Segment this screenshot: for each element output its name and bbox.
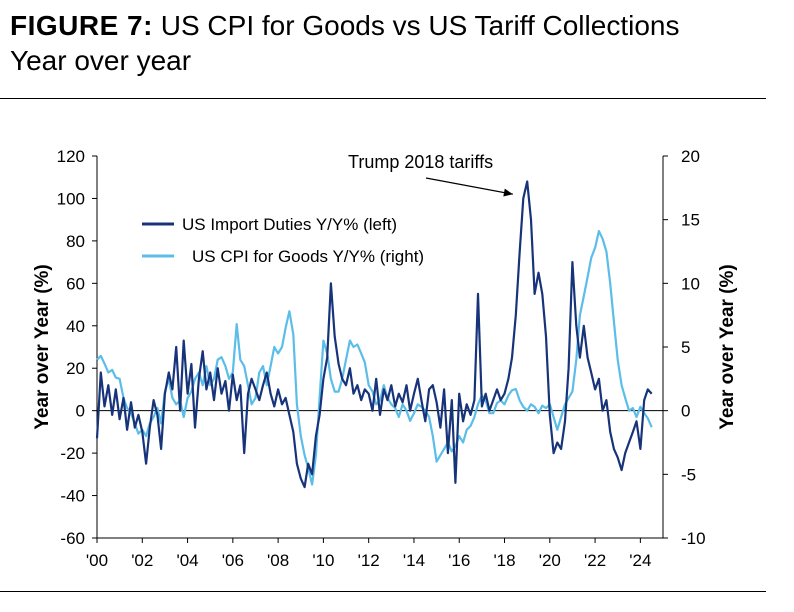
x-tick-label: '04 bbox=[176, 551, 198, 570]
figure-label: FIGURE 7: bbox=[10, 10, 153, 41]
y-axis-left-title: Year over Year (%) bbox=[32, 264, 53, 429]
left-tick-label: 100 bbox=[57, 189, 85, 208]
x-tick-label: '08 bbox=[267, 551, 289, 570]
x-tick-label: '14 bbox=[403, 551, 425, 570]
left-tick-label: 20 bbox=[66, 359, 85, 378]
left-tick-label: -60 bbox=[60, 529, 85, 548]
left-tick-label: 60 bbox=[66, 274, 85, 293]
figure-title-block: FIGURE 7: US CPI for Goods vs US Tariff … bbox=[10, 8, 790, 78]
right-tick-label: -10 bbox=[681, 529, 706, 548]
annotation-label: Trump 2018 tariffs bbox=[348, 152, 493, 172]
x-tick-label: '18 bbox=[493, 551, 515, 570]
legend-label: US Import Duties Y/Y% (left) bbox=[182, 215, 397, 234]
figure-title: FIGURE 7: US CPI for Goods vs US Tariff … bbox=[10, 8, 790, 44]
x-tick-label: '16 bbox=[448, 551, 470, 570]
left-tick-label: 80 bbox=[66, 232, 85, 251]
x-tick-label: '10 bbox=[312, 551, 334, 570]
y-axis-right-title: Year over Year (%) bbox=[717, 264, 738, 429]
x-tick-label: '24 bbox=[629, 551, 651, 570]
left-tick-label: 40 bbox=[66, 317, 85, 336]
right-tick-label: 20 bbox=[681, 147, 700, 166]
x-tick-label: '22 bbox=[584, 551, 606, 570]
top-rule bbox=[0, 98, 766, 99]
left-tick-label: 120 bbox=[57, 147, 85, 166]
right-tick-label: -5 bbox=[681, 465, 696, 484]
x-tick-label: '06 bbox=[222, 551, 244, 570]
x-tick-label: '02 bbox=[131, 551, 153, 570]
left-tick-label: 0 bbox=[76, 402, 85, 421]
left-tick-label: -40 bbox=[60, 487, 85, 506]
right-tick-label: 15 bbox=[681, 211, 700, 230]
right-tick-label: 10 bbox=[681, 274, 700, 293]
right-tick-label: 0 bbox=[681, 402, 690, 421]
left-tick-label: -20 bbox=[60, 444, 85, 463]
annotation-arrow-line bbox=[425, 177, 514, 195]
figure-subtitle: Year over year bbox=[10, 45, 192, 76]
annotation-arrow-head bbox=[503, 188, 513, 197]
x-tick-label: '12 bbox=[358, 551, 380, 570]
bottom-rule bbox=[0, 591, 766, 592]
x-tick-label: '00 bbox=[86, 551, 108, 570]
series-line-import-duties bbox=[95, 180, 653, 489]
legend-label: US CPI for Goods Y/Y% (right) bbox=[192, 247, 424, 266]
figure-title-text: US CPI for Goods vs US Tariff Collection… bbox=[160, 10, 680, 41]
right-tick-label: 5 bbox=[681, 338, 690, 357]
x-tick-label: '20 bbox=[539, 551, 561, 570]
